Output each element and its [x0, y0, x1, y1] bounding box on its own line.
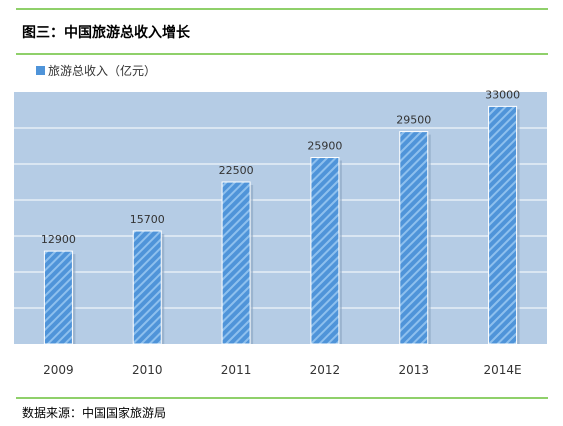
bar-2013 [399, 131, 429, 345]
data-label: 25900 [307, 140, 342, 153]
chart-title: 图三：中国旅游总收入增长 [22, 25, 190, 41]
x-tick-label: 2013 [398, 363, 429, 377]
data-label: 12900 [41, 233, 76, 246]
x-tick-label: 2011 [221, 363, 252, 377]
data-label: 15700 [130, 213, 165, 226]
legend-swatch [36, 66, 45, 75]
x-tick-label: 2009 [43, 363, 74, 377]
bar-2010 [132, 230, 162, 345]
title-rule [16, 53, 548, 55]
x-tick-label: 2014E [484, 363, 522, 377]
bar-2014E [488, 105, 518, 345]
bar-2009 [43, 250, 73, 345]
x-tick-label: 2010 [132, 363, 163, 377]
bottom-rule [16, 397, 548, 399]
legend-label: 旅游总收入（亿元） [48, 64, 157, 78]
top-rule [16, 8, 548, 10]
plot-area [14, 92, 547, 344]
bar-2012 [310, 157, 340, 345]
data-label: 33000 [485, 88, 520, 101]
source-note: 数据来源：中国国家旅游局 [22, 406, 167, 420]
data-label: 22500 [219, 164, 254, 177]
legend: 旅游总收入（亿元） [36, 62, 156, 79]
data-label: 29500 [396, 114, 431, 127]
x-tick-label: 2012 [310, 363, 341, 377]
bar-2011 [221, 181, 251, 345]
